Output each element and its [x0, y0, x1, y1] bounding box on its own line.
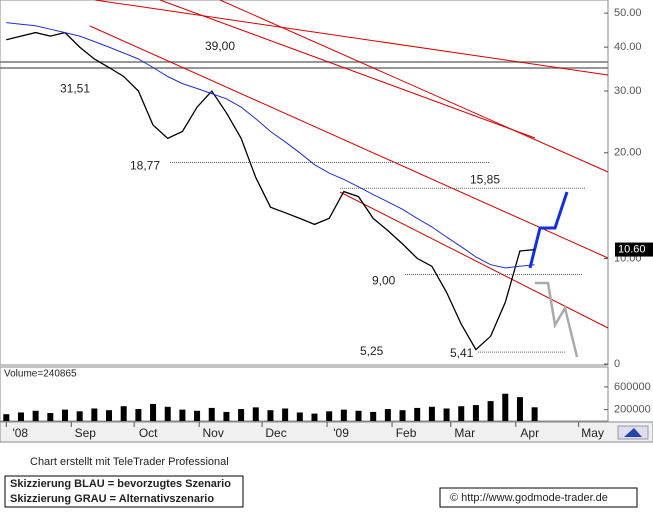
volume-bar — [120, 406, 127, 421]
volume-panel — [0, 366, 609, 422]
y-tick-label: 30.00 — [614, 85, 642, 97]
legend-grey: Skizzierung GRAU = Alternativszenario — [10, 493, 214, 505]
volume-bar — [150, 403, 157, 421]
y-tick-label: 600000 — [614, 381, 651, 393]
volume-bar — [296, 412, 303, 421]
volume-bar — [267, 410, 274, 421]
volume-bar — [32, 410, 39, 421]
volume-bar — [223, 411, 230, 421]
legend-box — [4, 475, 244, 508]
trend-line — [339, 191, 609, 329]
price-line — [6, 22, 535, 269]
last-price-box — [615, 242, 653, 257]
volume-bar — [164, 406, 171, 421]
price-line — [6, 31, 535, 351]
y-tick-label: 200000 — [614, 404, 651, 416]
volume-bar — [252, 407, 259, 421]
level-label: 5,41 — [450, 346, 474, 360]
volume-bar — [370, 411, 377, 421]
volume-bar — [458, 406, 465, 421]
volume-bar — [399, 410, 406, 421]
volume-bar — [443, 408, 450, 421]
x-tick-label: Sep — [75, 426, 97, 440]
volume-bar — [282, 408, 289, 421]
volume-bar — [179, 409, 186, 421]
volume-bar — [326, 411, 333, 421]
volume-bar — [355, 410, 362, 421]
volume-bar — [502, 393, 509, 421]
trend-line — [219, 0, 609, 173]
x-tick-label: '08 — [12, 426, 28, 440]
volume-bar — [516, 397, 523, 421]
level-label: 15,85 — [470, 172, 500, 186]
volume-bar — [414, 407, 421, 421]
y-tick-label: 0 — [614, 358, 620, 370]
y-tick-label: 50.00 — [614, 7, 642, 19]
x-tick-label: Dec — [265, 426, 286, 440]
legend-blue: Skizzierung BLAU = bevorzugtes Szenario — [10, 478, 231, 490]
volume-bar — [428, 406, 435, 421]
volume-bar — [61, 409, 68, 421]
x-tick-label: Nov — [203, 426, 224, 440]
trend-line — [89, 25, 609, 259]
volume-bar — [472, 405, 479, 421]
volume-bar — [3, 414, 10, 421]
x-tick-label: '09 — [333, 426, 349, 440]
volume-bar — [106, 410, 113, 421]
grey-scenario — [535, 281, 579, 358]
volume-bar — [238, 409, 245, 421]
price-panel — [0, 0, 609, 366]
x-axis-strip — [0, 421, 653, 443]
copyright: © http://www.godmode-trader.de — [450, 492, 608, 504]
trend-lines — [89, 0, 609, 329]
tool-icon — [624, 428, 642, 437]
volume-bar — [531, 407, 538, 421]
volume-bar — [311, 413, 318, 421]
volume-bar — [340, 409, 347, 421]
x-tick-label: Oct — [139, 426, 158, 440]
level-label: 39,00 — [205, 39, 235, 53]
trend-line — [159, 0, 536, 139]
volume-bar — [487, 401, 494, 421]
blue-scenario — [528, 191, 569, 269]
x-tick-label: May — [581, 426, 604, 440]
x-tick-label: Mar — [454, 426, 475, 440]
level-label: 5,25 — [360, 344, 384, 358]
last-price-label: 10.60 — [618, 243, 646, 255]
volume-bar — [47, 413, 54, 421]
x-tick-label: Feb — [396, 426, 417, 440]
y-tick-label: 40.00 — [614, 41, 642, 53]
credit: Chart erstellt mit TeleTrader Profession… — [30, 456, 229, 468]
level-label: 18,77 — [130, 159, 160, 173]
trend-line — [94, 0, 609, 76]
volume-bar — [208, 407, 215, 421]
copyright-box — [439, 487, 638, 508]
volume-bar — [384, 409, 391, 421]
y-tick-label: 20.00 — [614, 147, 642, 159]
volume-bar — [91, 408, 98, 421]
x-tick-label: Apr — [520, 426, 539, 440]
resistance-lines — [0, 61, 608, 69]
level-label: 9,00 — [372, 274, 396, 288]
volume-bar — [76, 411, 83, 421]
volume-bar — [194, 410, 201, 421]
volume-bar — [135, 409, 142, 421]
level-label: 31,51 — [60, 82, 90, 96]
volume-title: Volume=240865 — [4, 369, 77, 380]
volume-bar — [17, 412, 24, 421]
